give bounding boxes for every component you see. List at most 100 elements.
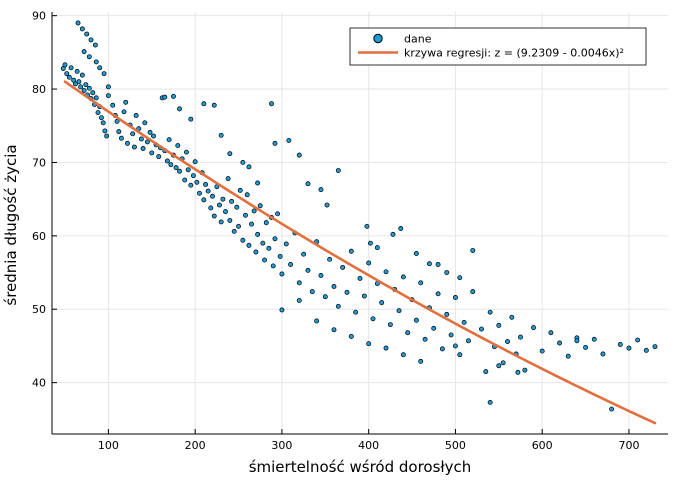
data-point — [99, 115, 104, 121]
data-point — [643, 347, 649, 353]
data-point — [168, 162, 174, 168]
data-point — [496, 322, 502, 328]
data-point — [322, 294, 328, 300]
data-point — [461, 319, 467, 325]
data-point — [188, 116, 194, 122]
data-point — [331, 327, 337, 333]
data-point — [335, 168, 341, 173]
data-point — [283, 241, 289, 247]
data-point — [244, 192, 250, 198]
data-point — [531, 325, 536, 331]
data-point — [197, 190, 202, 196]
data-point — [149, 150, 155, 156]
data-point — [208, 205, 214, 211]
data-point — [390, 231, 396, 237]
y-tick-label: 50 — [32, 303, 46, 316]
data-point — [246, 164, 252, 170]
data-point — [255, 231, 261, 237]
data-point — [422, 336, 428, 342]
data-point — [166, 137, 172, 143]
data-point — [457, 352, 463, 358]
data-point — [66, 74, 72, 80]
data-point — [79, 72, 85, 78]
data-point — [97, 65, 103, 71]
data-point — [279, 307, 285, 313]
data-point — [305, 267, 311, 273]
data-point — [609, 406, 615, 412]
data-point — [398, 226, 404, 231]
data-point — [81, 49, 87, 55]
data-point — [192, 159, 198, 165]
data-point — [253, 249, 259, 255]
y-tick-label: 60 — [32, 230, 46, 243]
data-point — [105, 84, 111, 90]
data-point — [435, 262, 441, 267]
data-point — [144, 139, 150, 145]
data-point — [344, 289, 350, 295]
data-point — [286, 137, 292, 143]
data-point — [340, 264, 346, 270]
data-point — [203, 182, 209, 187]
data-point — [78, 84, 84, 90]
grid — [52, 12, 668, 434]
data-point — [617, 342, 623, 347]
data-point — [383, 345, 389, 351]
data-point — [305, 181, 311, 187]
data-point — [296, 297, 302, 303]
x-tick-label: 700 — [618, 439, 639, 452]
legend-label-regression: krzywa regresji: z = (9.2309 - 0.0046x)² — [404, 47, 624, 60]
data-point — [234, 204, 240, 210]
data-point — [444, 270, 450, 275]
data-point — [266, 245, 272, 251]
legend-label-dane: dane — [404, 33, 432, 46]
data-point — [522, 367, 528, 373]
data-point — [118, 135, 124, 141]
data-point — [81, 88, 87, 93]
data-point — [364, 223, 370, 229]
data-point — [205, 188, 211, 194]
data-point — [383, 269, 389, 275]
data-point — [366, 260, 372, 266]
tick-labels: 100 200 300 400 500 600 700 40 50 60 70 80 90 — [32, 10, 639, 452]
data-point — [110, 102, 116, 108]
data-point — [173, 165, 179, 171]
data-point — [418, 358, 424, 364]
data-point — [74, 68, 80, 74]
legend: dane krzywa regresji: z = (9.2309 - 0.00… — [349, 27, 647, 66]
data-point — [177, 106, 182, 112]
data-point — [548, 330, 554, 336]
data-point — [255, 180, 261, 186]
data-point — [379, 300, 385, 306]
data-point — [272, 140, 278, 146]
data-point — [400, 274, 406, 280]
data-point — [496, 363, 502, 369]
data-point — [75, 20, 81, 26]
data-point — [210, 193, 215, 199]
plot-area — [60, 20, 658, 425]
y-tick-label: 90 — [32, 10, 46, 23]
x-tick-label: 600 — [532, 439, 553, 452]
data-point — [231, 228, 237, 234]
data-point — [211, 213, 217, 219]
data-point — [487, 399, 493, 405]
data-point — [413, 251, 419, 256]
data-point — [279, 271, 285, 277]
x-axis-title: śmiertelność wśród dorosłych — [249, 458, 472, 476]
data-point — [229, 198, 235, 204]
data-point — [296, 152, 302, 158]
data-point — [335, 303, 341, 309]
data-point — [470, 289, 476, 295]
data-point — [470, 248, 476, 253]
data-point — [240, 237, 246, 243]
y-tick-label: 40 — [32, 377, 46, 390]
x-tick-label: 400 — [358, 439, 379, 452]
data-point — [121, 109, 127, 115]
data-point — [116, 129, 122, 135]
data-point — [479, 326, 484, 332]
data-point — [236, 223, 241, 229]
x-tick-label: 500 — [445, 439, 466, 452]
data-point — [79, 26, 85, 32]
data-point — [288, 262, 294, 267]
data-point — [366, 341, 372, 347]
